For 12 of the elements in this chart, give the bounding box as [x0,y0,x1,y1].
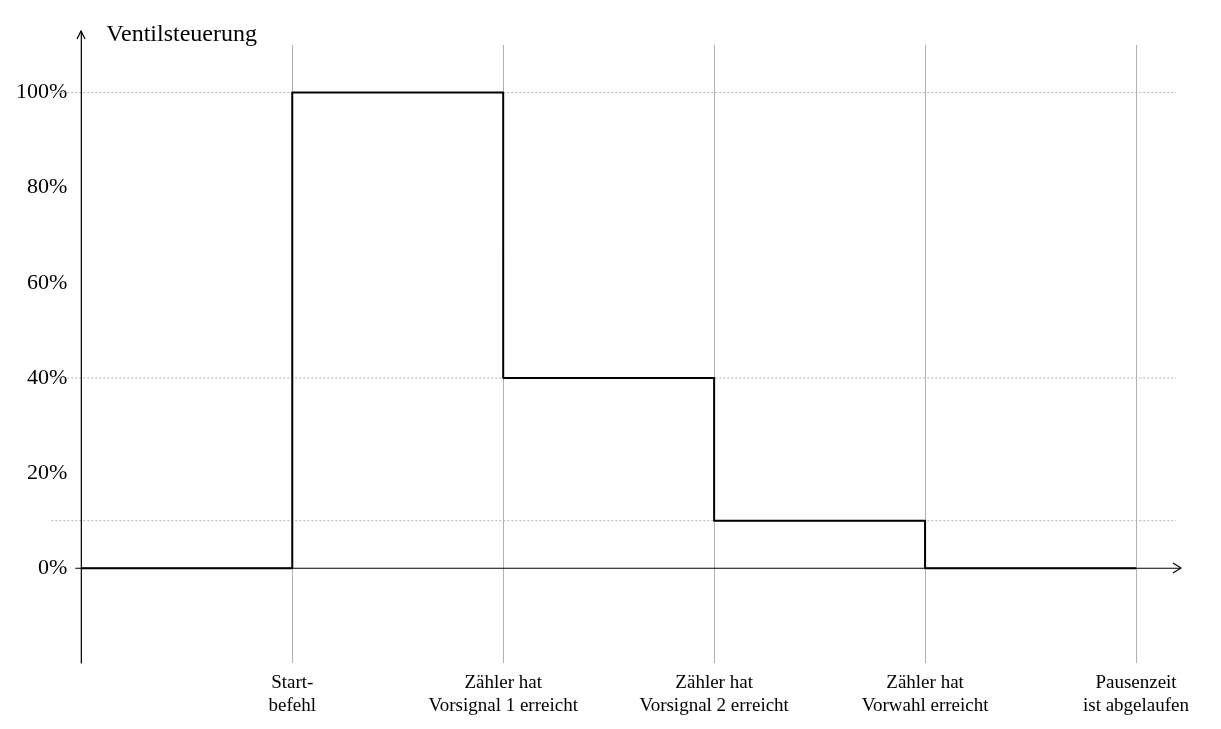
x-tick-label: Zähler hat Vorwahl erreicht [861,670,990,715]
y-tick-label: 60% [27,268,68,294]
x-tick-label: Zähler hat Vorsignal 2 erreicht [639,670,790,715]
x-tick-label: Pausenzeit ist abgelaufen [1082,670,1190,715]
y-tick-label: 20% [27,458,68,484]
y-tick-label: 40% [27,363,68,389]
x-tick-label: Zähler hat Vorsignal 1 erreicht [428,670,579,715]
x-tick-label: Start- befehl [268,670,316,715]
y-tick-label: 100% [16,78,68,104]
y-tick-label: 0% [38,554,68,580]
y-axis-title: Ventilsteuerung [106,20,257,46]
y-tick-label: 80% [27,173,68,199]
